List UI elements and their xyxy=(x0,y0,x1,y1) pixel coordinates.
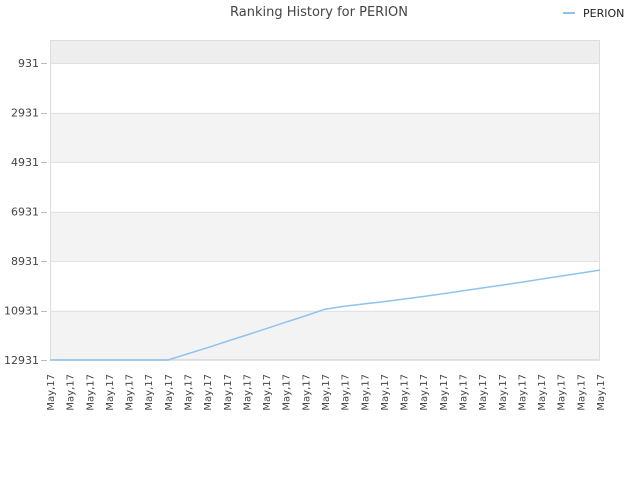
x-tick-label: May,17 xyxy=(341,374,352,411)
plot-border xyxy=(50,40,600,360)
y-tick-label: 931 xyxy=(18,57,39,70)
y-tick-label: 4931 xyxy=(11,156,39,169)
x-tick-label: May,17 xyxy=(380,374,391,411)
x-tick-label: May,17 xyxy=(184,374,195,411)
x-tick-label: May,17 xyxy=(478,374,489,411)
x-tick-label: May,17 xyxy=(144,374,155,411)
plot-band xyxy=(50,310,600,360)
x-tick-label: May,17 xyxy=(498,374,509,411)
x-tick-label: May,17 xyxy=(282,374,293,411)
y-tick-label: 10931 xyxy=(4,305,39,318)
x-tick-label: May,17 xyxy=(321,374,332,411)
plot-band xyxy=(50,211,600,262)
x-tick-label: May,17 xyxy=(537,374,548,411)
x-axis: May,17 May,17 May,17 May,17 May,17 May,17 May,… xyxy=(46,374,607,411)
x-tick-label: May,17 xyxy=(517,374,528,411)
x-tick-label: May,17 xyxy=(459,374,470,411)
x-tick-label: May,17 xyxy=(242,374,253,411)
x-tick-label: May,17 xyxy=(360,374,371,411)
x-tick-label: May,17 xyxy=(66,374,77,411)
x-tick-label: May,17 xyxy=(223,374,234,411)
x-tick-label: May,17 xyxy=(262,374,273,411)
legend: PERION xyxy=(563,7,624,20)
x-tick-label: May,17 xyxy=(439,374,450,411)
x-tick-label: May,17 xyxy=(105,374,116,411)
plot-area xyxy=(50,40,600,360)
x-tick-label: May,17 xyxy=(125,374,136,411)
x-tick-label: May,17 xyxy=(85,374,96,411)
x-tick-label: May,17 xyxy=(164,374,175,411)
y-tick-label: 2931 xyxy=(11,107,39,120)
y-tick-label: 8931 xyxy=(11,255,39,268)
legend-label: PERION xyxy=(583,7,624,20)
x-tick-label: May,17 xyxy=(576,374,587,411)
y-tick-label: 12931 xyxy=(4,354,39,367)
x-tick-label: May,17 xyxy=(203,374,214,411)
x-tick-label: May,17 xyxy=(557,374,568,411)
plot-band xyxy=(50,40,600,64)
x-tick-label: May,17 xyxy=(301,374,312,411)
y-tick-label: 6931 xyxy=(11,206,39,219)
plot-background xyxy=(50,40,600,360)
gridlines xyxy=(50,63,600,361)
x-tick-label: May,17 xyxy=(596,374,607,411)
series-layer xyxy=(50,269,601,361)
y-axis: 931 2931 4931 6931 8931 10931 12931 xyxy=(4,57,47,367)
chart-title: Ranking History for PERION xyxy=(230,5,408,20)
x-tick-label: May,17 xyxy=(400,374,411,411)
x-tick-label: May,17 xyxy=(46,374,57,411)
plot-band xyxy=(50,112,600,163)
series-line xyxy=(50,269,601,361)
x-tick-label: May,17 xyxy=(419,374,430,411)
